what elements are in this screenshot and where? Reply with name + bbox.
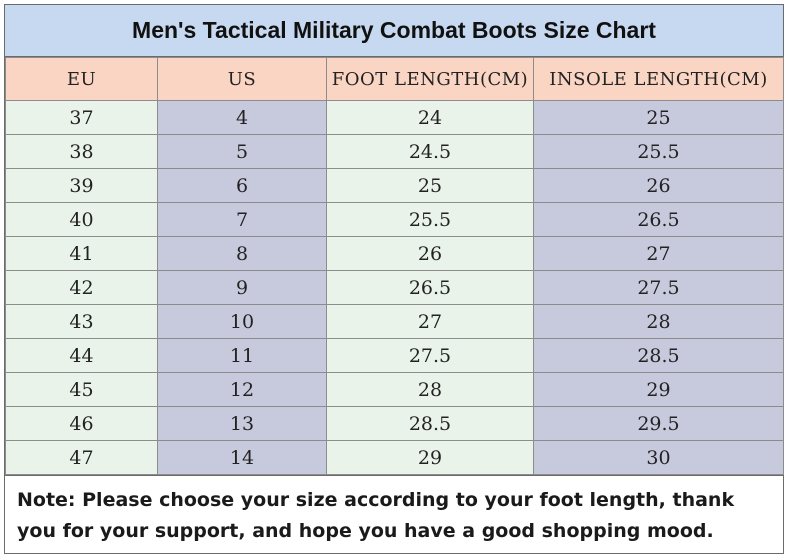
table-row: 43 10 27 28 [5, 304, 784, 339]
table-row: 37 4 24 25 [5, 100, 784, 135]
foot-length-cell: 25.5 [326, 202, 534, 237]
insole-length-cell: 26.5 [533, 202, 784, 237]
us-size-cell: 9 [157, 270, 327, 305]
foot-length-cell: 27 [326, 304, 534, 339]
foot-length-cell: 24 [326, 100, 534, 135]
us-size-cell: 6 [157, 168, 327, 203]
eu-size-cell: 46 [5, 406, 158, 441]
foot-length-cell: 24.5 [326, 134, 534, 169]
insole-length-cell: 28 [533, 304, 784, 339]
table-row: 42 9 26.5 27.5 [5, 270, 784, 305]
eu-size-cell: 40 [5, 202, 158, 237]
insole-length-cell: 26 [533, 168, 784, 203]
table-row: 40 7 25.5 26.5 [5, 202, 784, 237]
note-text: Note: Please choose your size according … [5, 475, 783, 547]
insole-length-cell: 30 [533, 440, 784, 475]
eu-size-cell: 44 [5, 338, 158, 373]
table-row: 47 14 29 30 [5, 440, 784, 475]
table-row: 45 12 28 29 [5, 372, 784, 407]
eu-size-cell: 39 [5, 168, 158, 203]
eu-size-cell: 45 [5, 372, 158, 407]
header-eu: EU [5, 57, 158, 101]
eu-size-cell: 42 [5, 270, 158, 305]
foot-length-cell: 26.5 [326, 270, 534, 305]
eu-size-cell: 41 [5, 236, 158, 271]
table-row: 38 5 24.5 25.5 [5, 134, 784, 169]
us-size-cell: 12 [157, 372, 327, 407]
us-size-cell: 14 [157, 440, 327, 475]
us-size-cell: 8 [157, 236, 327, 271]
header-insole-length: INSOLE LENGTH(CM) [533, 57, 784, 101]
foot-length-cell: 28.5 [326, 406, 534, 441]
foot-length-cell: 29 [326, 440, 534, 475]
size-table: EU US FOOT LENGTH(CM) INSOLE LENGTH(CM) … [5, 57, 784, 475]
header-us: US [157, 57, 327, 101]
eu-size-cell: 47 [5, 440, 158, 475]
foot-length-cell: 28 [326, 372, 534, 407]
eu-size-cell: 37 [5, 100, 158, 135]
us-size-cell: 10 [157, 304, 327, 339]
us-size-cell: 4 [157, 100, 327, 135]
table-row: 39 6 25 26 [5, 168, 784, 203]
us-size-cell: 11 [157, 338, 327, 373]
size-chart: Men's Tactical Military Combat Boots Siz… [4, 4, 784, 554]
header-foot-length: FOOT LENGTH(CM) [326, 57, 534, 101]
table-row: 41 8 26 27 [5, 236, 784, 271]
header-row: EU US FOOT LENGTH(CM) INSOLE LENGTH(CM) [5, 57, 784, 101]
eu-size-cell: 43 [5, 304, 158, 339]
insole-length-cell: 27 [533, 236, 784, 271]
us-size-cell: 13 [157, 406, 327, 441]
chart-title: Men's Tactical Military Combat Boots Siz… [5, 5, 783, 57]
insole-length-cell: 27.5 [533, 270, 784, 305]
insole-length-cell: 25.5 [533, 134, 784, 169]
insole-length-cell: 28.5 [533, 338, 784, 373]
us-size-cell: 5 [157, 134, 327, 169]
insole-length-cell: 25 [533, 100, 784, 135]
foot-length-cell: 27.5 [326, 338, 534, 373]
table-row: 44 11 27.5 28.5 [5, 338, 784, 373]
insole-length-cell: 29.5 [533, 406, 784, 441]
table-body: 37 4 24 25 38 5 24.5 25.5 39 6 25 26 40 7 25.5 26.5 41 8 2… [5, 100, 784, 475]
us-size-cell: 7 [157, 202, 327, 237]
insole-length-cell: 29 [533, 372, 784, 407]
foot-length-cell: 25 [326, 168, 534, 203]
table-row: 46 13 28.5 29.5 [5, 406, 784, 441]
foot-length-cell: 26 [326, 236, 534, 271]
eu-size-cell: 38 [5, 134, 158, 169]
